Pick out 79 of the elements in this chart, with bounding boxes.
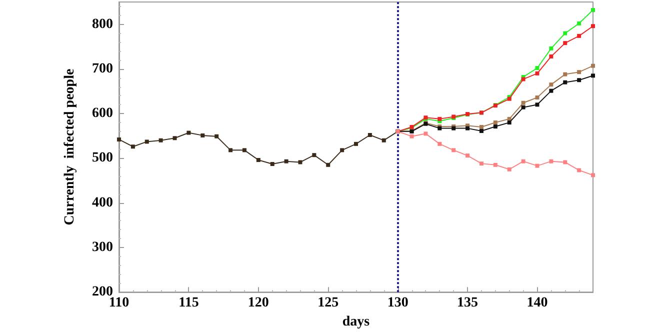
point [563, 160, 568, 164]
point [214, 134, 219, 138]
point [577, 34, 582, 38]
point [410, 134, 414, 138]
x-tick-label: 110 [108, 296, 130, 311]
point [493, 124, 498, 129]
point [521, 77, 526, 82]
point [563, 31, 568, 36]
point [368, 133, 372, 137]
x-tick-label: 115 [178, 296, 199, 311]
point [549, 88, 554, 93]
point [466, 126, 470, 130]
point [438, 116, 442, 121]
point [479, 162, 484, 166]
point [228, 148, 233, 152]
point [577, 168, 582, 172]
point [521, 100, 526, 105]
point [117, 137, 121, 142]
point [521, 105, 526, 110]
point [452, 148, 456, 152]
point [200, 133, 205, 138]
x-tick-label: 130 [387, 296, 408, 311]
y-tick-label: 400 [92, 195, 113, 210]
point [172, 136, 177, 140]
point [591, 74, 595, 78]
point [479, 128, 484, 133]
y-tick-label: 300 [92, 240, 113, 255]
point [591, 64, 595, 68]
point [591, 24, 595, 28]
x-tick-label: 140 [526, 296, 548, 311]
point [563, 72, 568, 76]
point [284, 159, 288, 164]
point [535, 71, 540, 76]
point [158, 138, 163, 142]
point [507, 120, 512, 125]
y-tick-label: 700 [92, 61, 113, 76]
point [479, 124, 484, 129]
point [298, 160, 302, 164]
point [312, 153, 316, 158]
y-axis-title: Currently infected people [62, 68, 78, 226]
point [535, 96, 540, 100]
point [577, 70, 582, 74]
point [493, 162, 498, 167]
point [549, 46, 554, 50]
point [270, 162, 274, 166]
x-axis-title: days [342, 314, 370, 330]
point [354, 142, 358, 146]
x-tick-label: 135 [457, 296, 478, 311]
point [535, 164, 540, 168]
point [577, 21, 582, 26]
point [563, 80, 568, 84]
point [549, 82, 554, 87]
point [144, 140, 149, 144]
y-tick-label: 500 [92, 150, 113, 166]
point [563, 41, 568, 46]
y-tick-label: 800 [92, 16, 113, 32]
point [591, 8, 595, 12]
point [549, 54, 554, 58]
point [535, 66, 540, 70]
point [507, 167, 512, 172]
point [256, 158, 260, 162]
point [577, 78, 582, 82]
point [424, 132, 428, 136]
point [493, 120, 498, 125]
point [382, 138, 386, 142]
point [326, 162, 330, 167]
point [466, 154, 470, 158]
point [535, 102, 540, 107]
x-tick-label: 120 [248, 296, 269, 311]
point [438, 142, 442, 146]
y-tick-label: 600 [92, 106, 113, 122]
point [340, 148, 344, 152]
x-tick-label: 125 [318, 296, 339, 311]
point [130, 144, 135, 149]
point [186, 130, 191, 135]
point [549, 159, 554, 164]
point [242, 148, 246, 152]
point [591, 173, 595, 178]
point [521, 159, 526, 164]
